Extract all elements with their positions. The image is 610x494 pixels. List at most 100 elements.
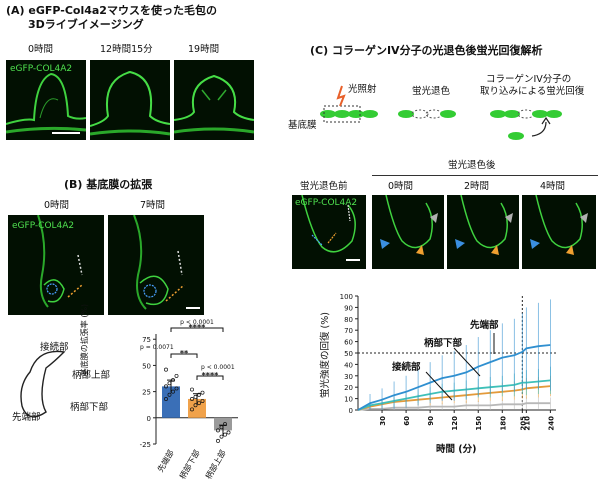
series-line	[357, 379, 551, 411]
x-tick-label: 210	[523, 416, 531, 431]
panel-b-time-1: 7時間	[140, 200, 166, 211]
x-tick-label: 60	[403, 416, 411, 426]
label-basement-membrane: 基底膜	[288, 120, 317, 131]
panel-a-title-1: (A) eGFP-Col4a2マウスを使った毛包の	[6, 4, 217, 17]
data-point	[164, 397, 168, 401]
data-point	[164, 367, 168, 372]
y-tick-label: -25	[140, 441, 151, 449]
y-tick-label: 30	[344, 373, 353, 381]
data-point	[164, 384, 168, 389]
x-tick-label: 180	[499, 416, 507, 431]
data-point	[167, 381, 172, 386]
panel-c-channel-label: eGFP-COL4A2	[295, 198, 358, 208]
panel-a-title-2: 3Dライブイメージング	[28, 18, 144, 31]
follicle-schematic	[20, 350, 66, 418]
category-label: 先端部	[155, 448, 176, 474]
annotation-lower-stalk: 柄部下部	[424, 338, 463, 349]
label-recovery-1: コラーゲンIV分子の	[486, 74, 572, 85]
data-point	[200, 390, 205, 395]
x-tick-label: 30	[379, 416, 387, 426]
data-point	[193, 394, 198, 399]
y-tick-label: 100	[340, 293, 353, 301]
label-c-time-0: 0時間	[388, 181, 414, 192]
sig-stars-right: ****	[202, 371, 220, 380]
annotation-tip: 先端部	[470, 320, 499, 331]
panel-b-time-0: 0時間	[44, 200, 70, 211]
sig-bracket-left	[170, 353, 198, 358]
panel-c-image-2h	[447, 195, 519, 269]
data-point	[167, 392, 172, 397]
data-point	[219, 425, 224, 430]
label-irradiation: 光照射	[348, 84, 377, 95]
data-point	[219, 434, 224, 439]
y-tick-label: 75	[142, 336, 151, 344]
data-point	[174, 386, 179, 391]
scale-bar	[52, 132, 80, 134]
x-tick-label: 90	[427, 416, 435, 426]
y-tick-label: 20	[344, 384, 353, 392]
panel-a-channel-label: eGFP-COL4A2	[10, 64, 73, 74]
data-point	[200, 399, 205, 403]
annotation-arrows	[425, 333, 495, 401]
x-tick-label: 205	[519, 416, 527, 431]
bar-chart-ylabel: 基底膜の拡張率 (%)	[80, 303, 89, 377]
sig-stars-top: ****	[189, 323, 207, 332]
scale-bar	[186, 307, 200, 309]
data-point	[216, 438, 220, 443]
data-point	[197, 392, 201, 397]
data-point	[197, 401, 201, 406]
data-point	[223, 432, 227, 437]
data-point	[223, 422, 227, 427]
y-tick-label: 0	[147, 415, 151, 423]
label-bleach: 蛍光退色	[412, 86, 451, 97]
label-recovery-2: 取り込みによる蛍光回復	[480, 86, 585, 97]
y-tick-label: 90	[344, 304, 353, 312]
y-tick-label: 80	[344, 316, 353, 324]
data-point	[226, 430, 231, 435]
series-line	[357, 344, 551, 411]
panel-c-image-4h	[522, 195, 596, 269]
label-c-time-2: 4時間	[540, 181, 566, 192]
label-c-time-1: 2時間	[464, 181, 490, 192]
data-point	[171, 378, 175, 383]
sig-stars-left: **	[180, 349, 189, 358]
sig-bracket-top	[170, 327, 224, 332]
x-tick-label: 150	[475, 416, 483, 431]
panel-a-time-0: 0時間	[28, 44, 54, 55]
sig-p-left: p = 0.0071	[140, 344, 174, 351]
panel-a-image-1	[90, 60, 170, 140]
label-tip: 先端部	[12, 412, 41, 423]
label-lower-stalk: 柄部下部	[70, 402, 109, 413]
label-junction: 接続部	[40, 342, 69, 353]
data-point	[171, 389, 175, 394]
panel-a-time-2: 19時間	[188, 44, 220, 55]
frap-schematic	[320, 85, 562, 140]
annotation-junction: 接続部	[392, 362, 421, 373]
y-tick-label: 25	[142, 389, 151, 397]
line-chart-xlabel: 時間 (分)	[436, 444, 477, 455]
panel-b-title: (B) 基底膜の拡張	[64, 178, 153, 191]
line-chart: 0 10 20 30 40 50 60 70 80 90 100 30 60 90 120 150 180 205…	[340, 293, 556, 431]
y-tick-label: 10	[344, 396, 353, 404]
label-upper-stalk: 柄部上部	[72, 370, 111, 381]
panel-a-image-0: eGFP-COL4A2	[6, 60, 86, 140]
panel-b-image-1	[108, 215, 204, 315]
data-point	[190, 397, 194, 401]
category-label: 柄部下部	[177, 448, 202, 481]
data-point	[190, 407, 194, 412]
category-label: 柄部上部	[203, 448, 228, 481]
bar	[188, 398, 206, 418]
panel-c-image-0h	[372, 195, 444, 269]
y-tick-label: 0	[349, 407, 353, 415]
y-tick-label: 60	[344, 339, 353, 347]
sig-bracket-right	[196, 375, 224, 380]
panel-c-image-before: eGFP-COL4A2	[292, 195, 366, 269]
bar	[162, 386, 180, 418]
bar	[214, 417, 232, 431]
y-tick-label: 50	[142, 362, 151, 370]
x-tick-label: 120	[451, 416, 459, 431]
y-tick-label: 70	[344, 327, 353, 335]
panel-b-image-0: eGFP-COL4A2	[8, 215, 104, 315]
sig-p-right: p < 0.0001	[201, 364, 235, 371]
